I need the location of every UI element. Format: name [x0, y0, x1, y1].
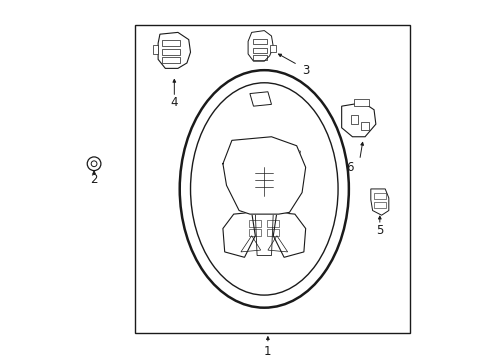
Text: 2: 2 — [90, 174, 98, 186]
Polygon shape — [223, 137, 305, 214]
Text: 6: 6 — [346, 161, 353, 174]
Polygon shape — [370, 189, 388, 215]
Bar — [248, 220, 261, 227]
Bar — [162, 40, 180, 46]
Polygon shape — [275, 146, 300, 191]
Polygon shape — [341, 103, 375, 137]
Bar — [276, 175, 295, 183]
Bar — [252, 48, 266, 53]
Bar — [266, 229, 279, 236]
Bar — [361, 122, 368, 130]
Bar — [276, 165, 295, 173]
Bar — [135, 25, 409, 333]
Polygon shape — [223, 212, 255, 257]
Bar — [270, 45, 275, 52]
Bar — [231, 156, 250, 164]
Text: 3: 3 — [302, 64, 309, 77]
Text: 5: 5 — [375, 224, 383, 237]
Bar — [152, 45, 158, 54]
Polygon shape — [249, 92, 271, 106]
Polygon shape — [228, 146, 253, 191]
Text: 1: 1 — [264, 345, 271, 358]
Bar — [231, 165, 250, 173]
Bar — [162, 49, 180, 55]
Polygon shape — [273, 212, 305, 257]
Bar — [374, 193, 385, 199]
Bar — [266, 220, 279, 227]
Text: 4: 4 — [170, 96, 178, 109]
Bar — [353, 99, 368, 106]
Bar — [231, 175, 250, 183]
Bar — [252, 39, 266, 44]
Bar — [252, 55, 266, 60]
Bar — [276, 156, 295, 164]
Bar — [248, 229, 261, 236]
Bar — [350, 115, 357, 124]
Bar — [374, 202, 385, 208]
Polygon shape — [247, 31, 273, 61]
Bar — [162, 57, 180, 63]
Polygon shape — [158, 32, 190, 68]
